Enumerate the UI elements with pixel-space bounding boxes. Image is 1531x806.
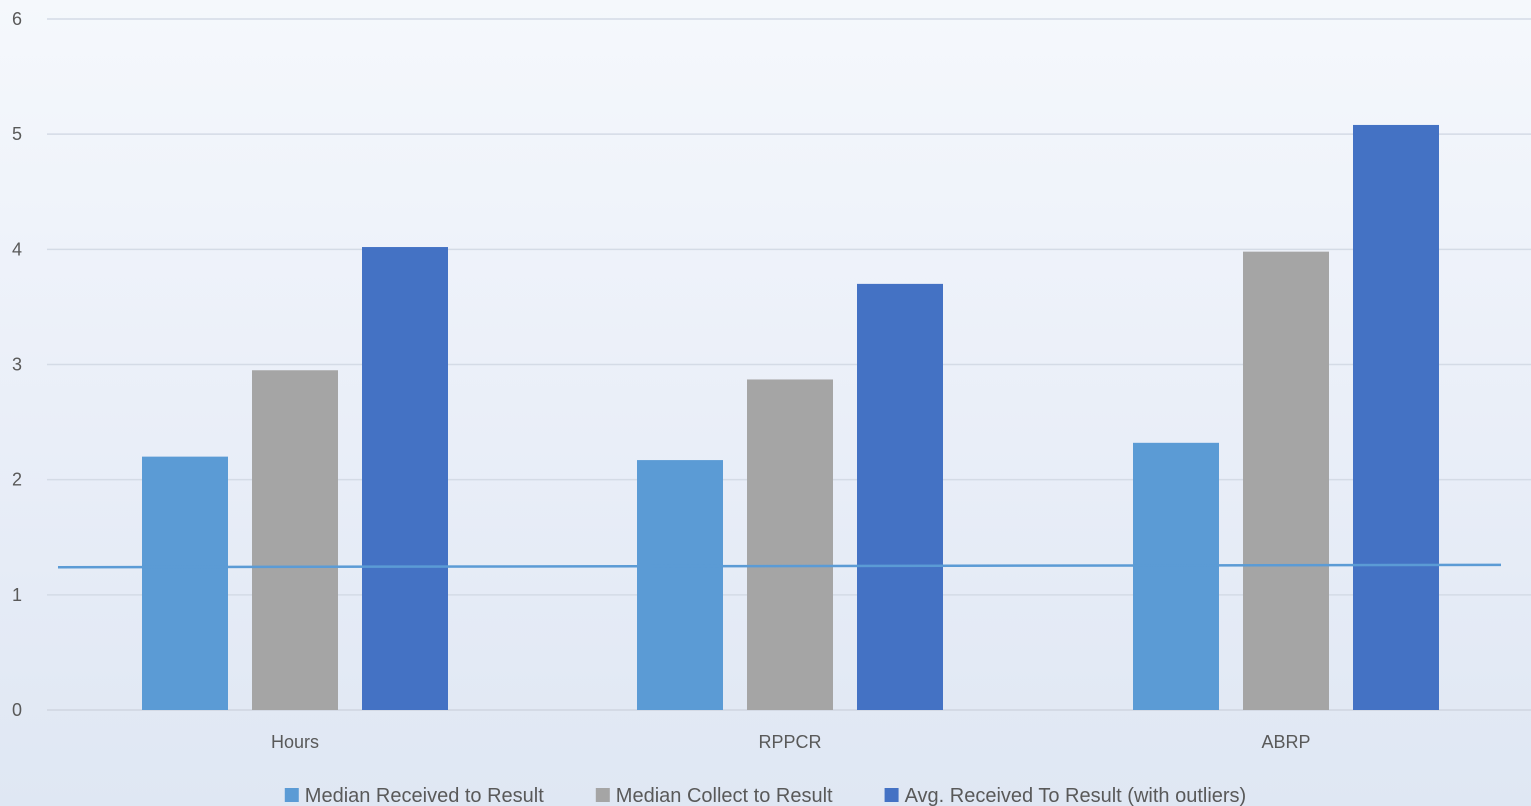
- reference-line-segment: [57, 563, 1502, 569]
- y-tick-label-5: 5: [12, 124, 22, 144]
- y-axis-tick-labels: 0 1 2 3 4 5 6: [12, 9, 22, 720]
- chart-legend: Median Received to Result Median Collect …: [284, 785, 1247, 806]
- y-tick-label-4: 4: [12, 239, 22, 259]
- y-tick-label-3: 3: [12, 355, 22, 375]
- y-tick-label-0: 0: [12, 700, 22, 720]
- y-tick-label-6: 6: [12, 9, 22, 29]
- bar-rppcr-series-3: [857, 283, 943, 710]
- bar-rppcr-series-1: [637, 460, 723, 710]
- x-tick-label-hours: Hours: [271, 732, 319, 752]
- bar-hours-series-2: [252, 370, 338, 710]
- x-tick-label-abrp: ABRP: [1261, 732, 1310, 752]
- x-tick-label-rppcr: RPPCR: [758, 732, 821, 752]
- legend-swatch-series-2: [595, 788, 610, 802]
- chart-bars: [142, 124, 1439, 711]
- x-axis-tick-labels: Hours RPPCR ABRP: [271, 732, 1311, 752]
- legend-swatch-series-1: [284, 788, 299, 802]
- y-tick-label-1: 1: [12, 585, 22, 605]
- bar-abrp-series-2: [1243, 251, 1329, 711]
- legend-swatch-series-3: [884, 788, 899, 802]
- legend-label-series-1: Median Received to Result: [305, 785, 544, 806]
- y-tick-label-2: 2: [12, 470, 22, 490]
- legend-label-series-3: Avg. Received To Result (with outliers): [905, 785, 1247, 806]
- bar-abrp-series-1: [1133, 442, 1219, 710]
- bar-hours-series-1: [142, 456, 228, 710]
- legend-label-series-2: Median Collect to Result: [616, 785, 833, 806]
- reference-line: [57, 563, 1502, 569]
- bar-rppcr-series-2: [747, 379, 833, 710]
- bar-hours-series-3: [362, 247, 448, 710]
- bar-abrp-series-3: [1353, 124, 1439, 711]
